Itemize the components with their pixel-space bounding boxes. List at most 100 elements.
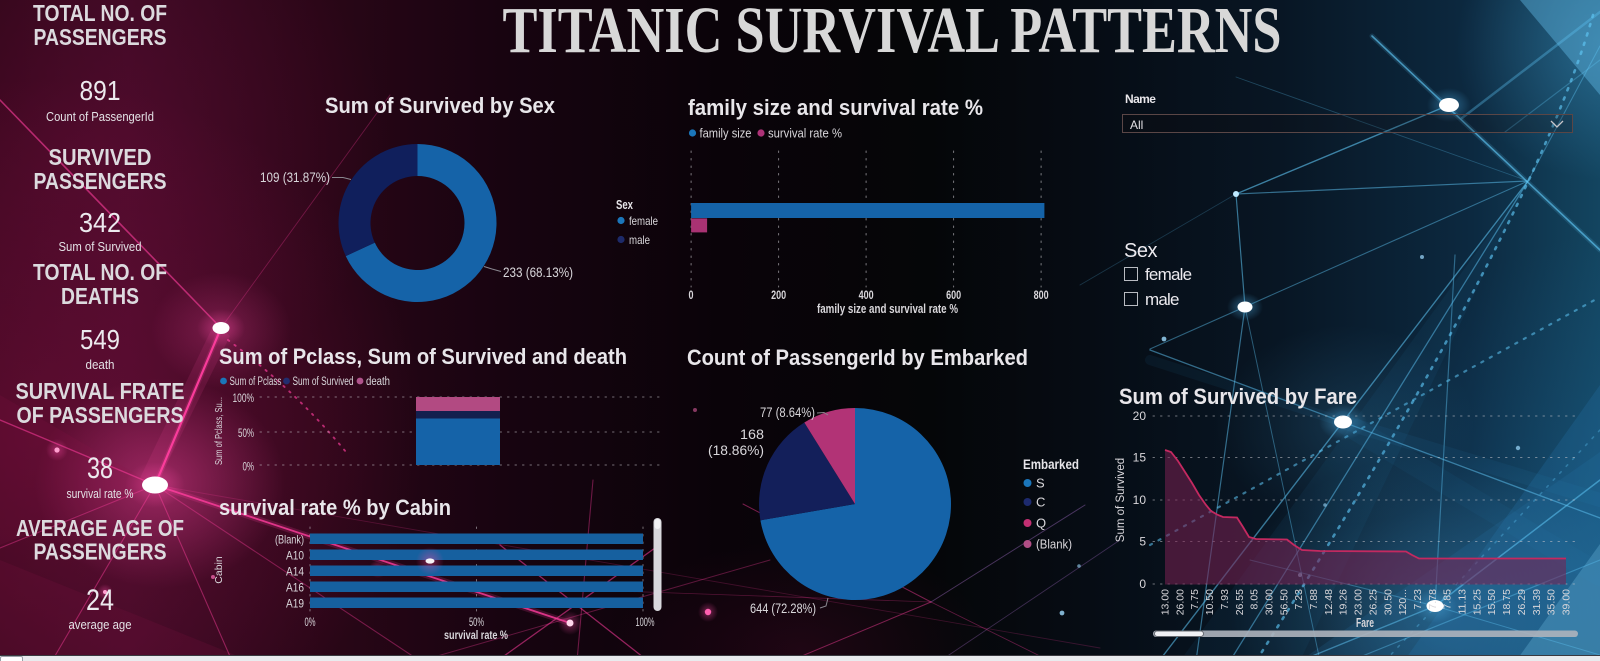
svg-text:Sum of Survived by Fare: Sum of Survived by Fare — [1119, 384, 1357, 409]
svg-text:0: 0 — [689, 288, 694, 302]
svg-text:35.50: 35.50 — [1546, 589, 1558, 615]
svg-text:7.23: 7.23 — [1293, 589, 1305, 610]
svg-text:644 (72.28%): 644 (72.28%) — [750, 601, 816, 616]
svg-text:56.50: 56.50 — [1278, 589, 1290, 615]
svg-text:38: 38 — [87, 452, 113, 485]
svg-text:0%: 0% — [305, 615, 316, 629]
svg-text:30.50: 30.50 — [1382, 589, 1394, 615]
svg-text:DEATHS: DEATHS — [61, 283, 139, 309]
svg-text:15.50: 15.50 — [1486, 589, 1498, 615]
svg-text:Cabin: Cabin — [213, 556, 225, 584]
svg-text:Q: Q — [1036, 516, 1046, 531]
svg-text:7.78: 7.78 — [1427, 589, 1439, 610]
svg-text:S: S — [1036, 476, 1045, 491]
svg-text:10: 10 — [1133, 493, 1147, 507]
svg-text:male: male — [629, 233, 650, 247]
svg-text:female: female — [629, 214, 658, 228]
svg-text:family size and survival rate: family size and survival rate % — [688, 95, 983, 120]
svg-text:Sum of Pclass, Su...: Sum of Pclass, Su... — [213, 397, 225, 465]
svg-text:C: C — [1036, 495, 1045, 510]
svg-text:Embarked: Embarked — [1023, 457, 1079, 472]
svg-text:A16: A16 — [286, 581, 304, 595]
svg-text:233 (68.13%): 233 (68.13%) — [503, 264, 573, 280]
svg-text:Sum of Survived: Sum of Survived — [59, 239, 142, 254]
svg-text:Sum of Pclass: Sum of Pclass — [230, 376, 282, 388]
svg-text:Count of PassengerId: Count of PassengerId — [46, 109, 154, 124]
svg-text:Sum of Survived: Sum of Survived — [293, 376, 354, 388]
svg-text:891: 891 — [80, 75, 121, 106]
svg-text:50%: 50% — [469, 615, 484, 629]
svg-text:survival rate %: survival rate % — [444, 630, 508, 642]
svg-text:survival rate %: survival rate % — [67, 486, 134, 501]
svg-text:(Blank): (Blank) — [275, 533, 304, 547]
svg-text:39.00: 39.00 — [1561, 589, 1573, 615]
svg-text:342: 342 — [79, 207, 121, 238]
svg-text:A14: A14 — [286, 565, 304, 579]
svg-text:24: 24 — [86, 584, 114, 617]
svg-text:109 (31.87%): 109 (31.87%) — [260, 169, 330, 185]
svg-text:19.26: 19.26 — [1338, 589, 1350, 615]
svg-text:20: 20 — [1133, 409, 1147, 423]
svg-text:50%: 50% — [238, 428, 254, 440]
svg-text:168: 168 — [740, 427, 764, 442]
svg-text:15.25: 15.25 — [1471, 589, 1483, 615]
svg-text:26.00: 26.00 — [1174, 589, 1186, 615]
svg-text:TOTAL NO. OF: TOTAL NO. OF — [33, 0, 167, 26]
svg-text:OF PASSENGERS: OF PASSENGERS — [17, 402, 184, 428]
svg-text:PASSENGERS: PASSENGERS — [34, 168, 167, 194]
svg-text:AVERAGE AGE OF: AVERAGE AGE OF — [16, 515, 184, 541]
svg-text:survival rate %: survival rate % — [768, 127, 842, 141]
svg-text:0: 0 — [1139, 577, 1146, 591]
svg-text:Sum of Pclass, Sum of Survived: Sum of Pclass, Sum of Survived and death — [219, 344, 627, 369]
svg-text:family size and survival rate: family size and survival rate % — [817, 302, 958, 316]
svg-text:120...: 120... — [1397, 589, 1409, 615]
svg-text:15: 15 — [1133, 451, 1147, 465]
svg-text:7.85: 7.85 — [1442, 589, 1454, 610]
svg-text:Sum of Survived by Sex: Sum of Survived by Sex — [325, 93, 556, 118]
svg-text:26.55: 26.55 — [1234, 589, 1246, 615]
svg-text:23.00: 23.00 — [1353, 589, 1365, 615]
svg-text:SURVIVED: SURVIVED — [49, 144, 152, 170]
svg-text:SURVIVAL FRATE: SURVIVAL FRATE — [16, 378, 185, 404]
svg-text:10.50: 10.50 — [1204, 589, 1216, 615]
svg-text:family size: family size — [700, 127, 752, 141]
svg-text:PASSENGERS: PASSENGERS — [34, 24, 167, 50]
svg-text:death: death — [366, 376, 390, 388]
svg-text:0%: 0% — [243, 462, 255, 474]
svg-text:PASSENGERS: PASSENGERS — [34, 539, 167, 565]
svg-text:13.00: 13.00 — [1160, 589, 1172, 615]
svg-text:A19: A19 — [286, 597, 304, 611]
svg-text:A10: A10 — [286, 549, 304, 563]
svg-text:100%: 100% — [233, 393, 255, 405]
svg-text:18.75: 18.75 — [1501, 589, 1513, 615]
svg-text:12.48: 12.48 — [1323, 589, 1335, 615]
svg-text:5: 5 — [1139, 535, 1146, 549]
svg-text:600: 600 — [946, 288, 961, 302]
svg-text:7.93: 7.93 — [1219, 589, 1231, 610]
svg-text:7.75: 7.75 — [1189, 589, 1201, 610]
svg-text:Sex: Sex — [616, 198, 633, 212]
svg-text:Count of PassengerId by Embark: Count of PassengerId by Embarked — [687, 345, 1028, 370]
svg-text:200: 200 — [771, 288, 786, 302]
svg-text:survival rate % by Cabin: survival rate % by Cabin — [219, 495, 451, 520]
svg-text:100%: 100% — [636, 615, 655, 629]
svg-text:549: 549 — [80, 324, 120, 355]
svg-text:7.23: 7.23 — [1412, 589, 1424, 610]
svg-text:(18.86%): (18.86%) — [708, 443, 764, 458]
svg-text:death: death — [86, 357, 115, 372]
svg-text:26.25: 26.25 — [1367, 589, 1379, 615]
svg-text:Fare: Fare — [1356, 616, 1374, 630]
svg-text:Sum of Survived: Sum of Survived — [1115, 458, 1127, 542]
svg-text:11.13: 11.13 — [1457, 589, 1469, 615]
svg-text:31.39: 31.39 — [1531, 589, 1543, 615]
svg-text:7.88: 7.88 — [1308, 589, 1320, 610]
svg-text:TITANIC SURVIVAL PATTERNS: TITANIC SURVIVAL PATTERNS — [503, 0, 1282, 67]
svg-text:26.29: 26.29 — [1516, 589, 1528, 615]
svg-text:30.00: 30.00 — [1264, 589, 1276, 615]
svg-text:400: 400 — [859, 288, 874, 302]
svg-text:8.05: 8.05 — [1249, 589, 1261, 610]
svg-text:TOTAL NO. OF: TOTAL NO. OF — [33, 259, 167, 285]
svg-text:77 (8.64%): 77 (8.64%) — [760, 405, 815, 420]
svg-text:(Blank): (Blank) — [1036, 537, 1072, 552]
svg-text:average age: average age — [69, 617, 132, 632]
